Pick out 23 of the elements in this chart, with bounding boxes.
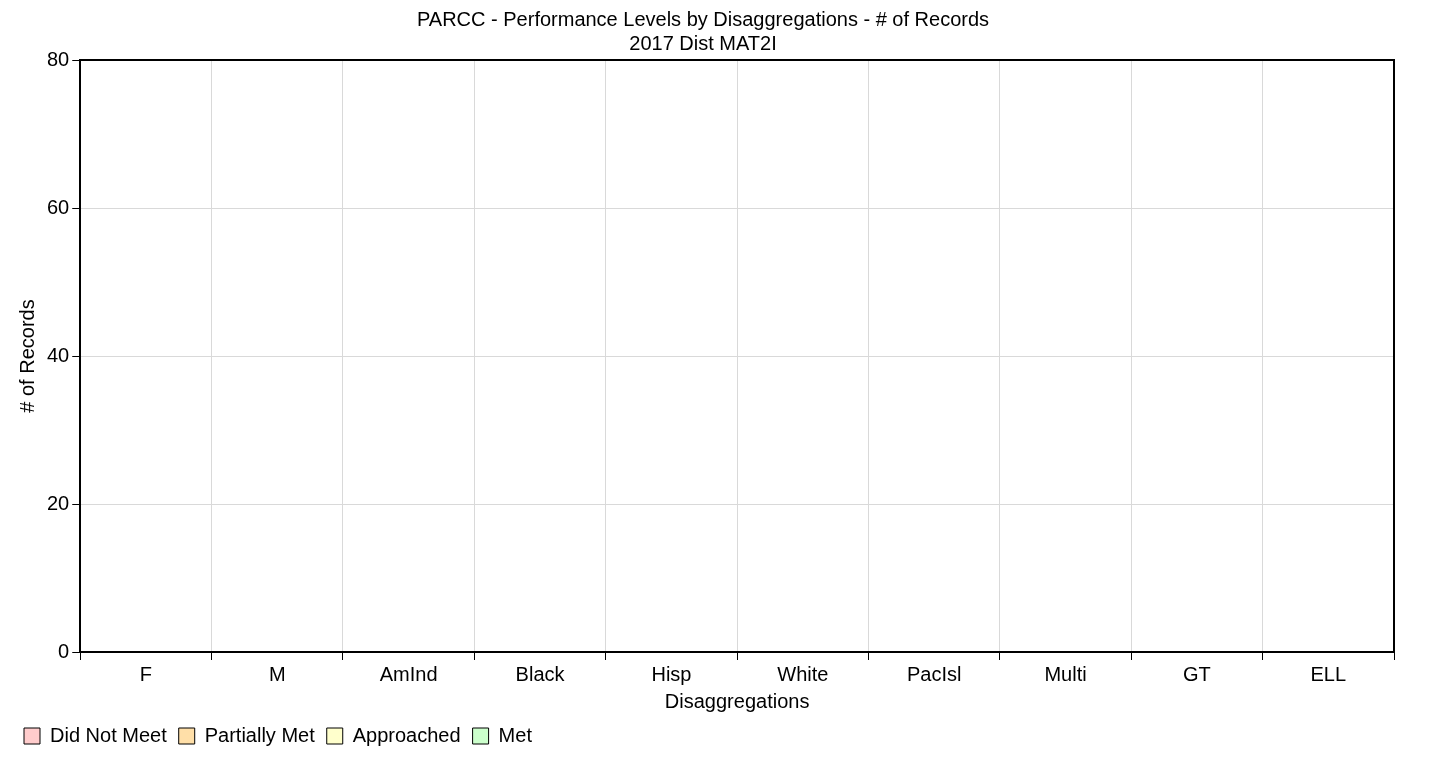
x-axis-title: Disaggregations <box>664 689 810 712</box>
legend-label: Met <box>498 723 533 746</box>
y-tick-label: 80 <box>47 47 70 70</box>
x-tick-label: PacIsl <box>906 662 962 685</box>
x-tick-label: Black <box>515 662 566 685</box>
x-tick-label: White <box>777 662 829 685</box>
legend-label: Approached <box>352 723 461 746</box>
x-tick-label: Hisp <box>651 662 692 685</box>
x-tick-label: GT <box>1183 662 1211 685</box>
legend-label: Did Not Meet <box>50 723 168 746</box>
y-tick-label: 0 <box>58 639 70 662</box>
chart-subtitle: 2017 Dist MAT2I <box>629 31 777 54</box>
x-tick-label: M <box>268 662 286 685</box>
chart-title: PARCC - Performance Levels by Disaggregations - # of Records <box>416 7 990 30</box>
x-tick-label: AmInd <box>379 662 438 685</box>
y-tick-label: 20 <box>47 491 70 514</box>
y-tick-label: 60 <box>47 195 70 218</box>
y-tick-label: 40 <box>47 343 70 366</box>
x-tick-label: F <box>139 662 153 685</box>
y-axis-title: # of Records <box>15 299 38 413</box>
legend-label: Partially Met <box>204 723 316 746</box>
x-tick-label: Multi <box>1044 662 1087 685</box>
x-tick-label: ELL <box>1310 662 1347 685</box>
